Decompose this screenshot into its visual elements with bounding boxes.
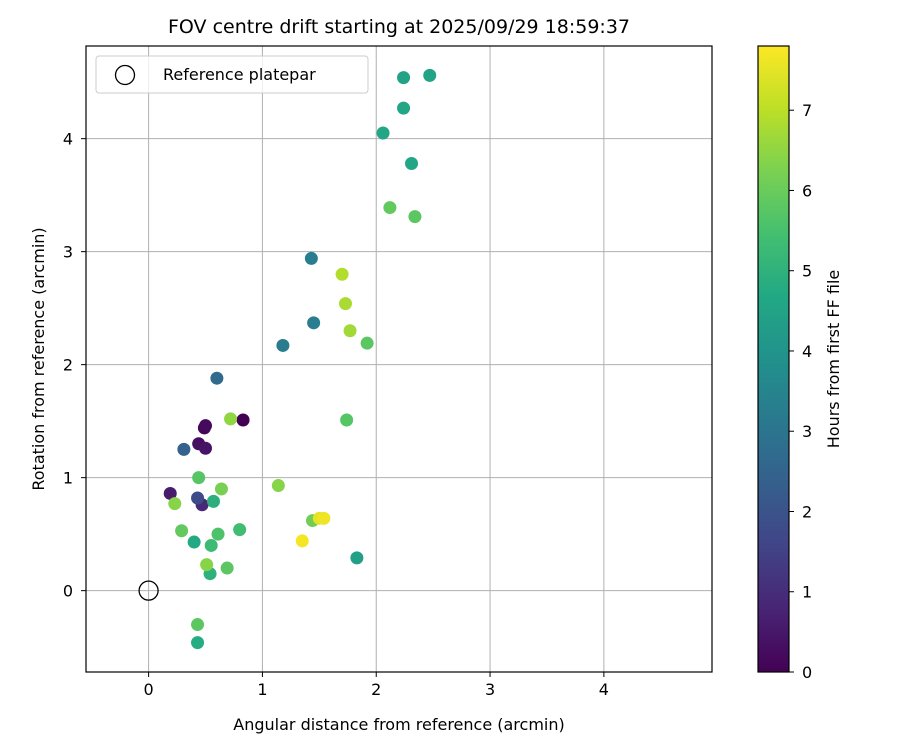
data-point-41 — [339, 297, 353, 311]
colorbar-tick-label-2: 2 — [802, 502, 812, 521]
data-point-15 — [397, 101, 411, 115]
colorbar-gradient — [757, 45, 790, 673]
data-point-4 — [199, 441, 213, 455]
legend-marker — [114, 64, 136, 86]
x-tick-label-3: 3 — [485, 680, 495, 699]
data-point-18 — [350, 551, 364, 565]
data-point-28 — [191, 618, 205, 632]
data-point-31 — [360, 336, 374, 350]
data-point-26 — [220, 561, 234, 575]
data-point-7 — [191, 491, 205, 505]
colorbar-ticks: 0 1 2 3 4 5 6 7 — [789, 101, 812, 682]
data-point-24 — [233, 523, 247, 537]
y-tick-label-0: 0 — [63, 582, 73, 601]
data-point-14 — [423, 68, 437, 82]
colorbar-tick-label-3: 3 — [802, 422, 812, 441]
legend-box — [95, 55, 369, 94]
colorbar-tick-label-6: 6 — [802, 181, 812, 200]
legend: Reference platepar — [95, 55, 369, 94]
data-point-10 — [276, 338, 290, 352]
x-tick-label-1: 1 — [257, 680, 267, 699]
x-tick-label-2: 2 — [371, 680, 381, 699]
data-point-45 — [295, 534, 309, 548]
data-point-40 — [343, 324, 357, 338]
x-tick-label-4: 4 — [599, 680, 609, 699]
data-point-17 — [405, 157, 419, 171]
colorbar: 0 1 2 3 4 5 6 7 Hours from first FF file — [757, 45, 843, 682]
chart-title: FOV centre drift starting at 2025/09/29 … — [168, 16, 630, 38]
data-point-21 — [206, 494, 220, 508]
data-point-2 — [199, 419, 213, 433]
y-tick-label-2: 2 — [63, 356, 73, 375]
y-tick-label-1: 1 — [63, 469, 73, 488]
y-axis-label: Rotation from reference (arcmin) — [29, 227, 48, 490]
data-point-9 — [210, 371, 224, 385]
colorbar-tick-label-7: 7 — [802, 101, 812, 120]
data-point-37 — [168, 497, 182, 511]
data-point-5 — [163, 486, 177, 500]
data-point-33 — [383, 201, 397, 215]
data-point-29 — [192, 471, 206, 485]
data-point-44 — [317, 511, 331, 525]
colorbar-tick-label-0: 0 — [802, 663, 812, 682]
data-point-32 — [408, 210, 422, 224]
data-point-30 — [340, 413, 354, 427]
data-point-23 — [204, 538, 218, 552]
colorbar-tick-label-5: 5 — [802, 262, 812, 281]
y-tick-label-3: 3 — [63, 243, 73, 262]
data-points — [163, 68, 437, 650]
data-point-19 — [187, 535, 201, 549]
x-tick-label-0: 0 — [144, 680, 154, 699]
reference-point-marker — [138, 580, 159, 601]
plot-frame — [85, 45, 713, 673]
colorbar-tick-label-1: 1 — [802, 583, 812, 602]
y-tick-label-4: 4 — [63, 130, 73, 149]
grid-lines — [86, 46, 712, 672]
data-point-25 — [211, 527, 225, 541]
colorbar-tick-label-4: 4 — [802, 342, 812, 361]
data-point-11 — [307, 316, 321, 330]
x-axis-label: Angular distance from reference (arcmin) — [233, 715, 564, 734]
data-point-39 — [271, 479, 285, 493]
data-point-0 — [236, 413, 250, 427]
data-point-16 — [376, 126, 390, 140]
data-point-35 — [214, 482, 228, 496]
legend-label: Reference platepar — [163, 65, 316, 84]
data-point-36 — [200, 558, 214, 572]
data-point-13 — [397, 71, 411, 85]
data-point-38 — [224, 412, 238, 426]
data-point-20 — [191, 636, 205, 650]
data-point-8 — [177, 442, 191, 456]
data-point-12 — [304, 251, 318, 265]
data-point-27 — [175, 524, 189, 538]
data-point-42 — [335, 267, 349, 281]
axis-ticks: 0 1 2 3 4 0 1 2 3 4 — [63, 130, 609, 699]
colorbar-label: Hours from first FF file — [824, 270, 843, 449]
